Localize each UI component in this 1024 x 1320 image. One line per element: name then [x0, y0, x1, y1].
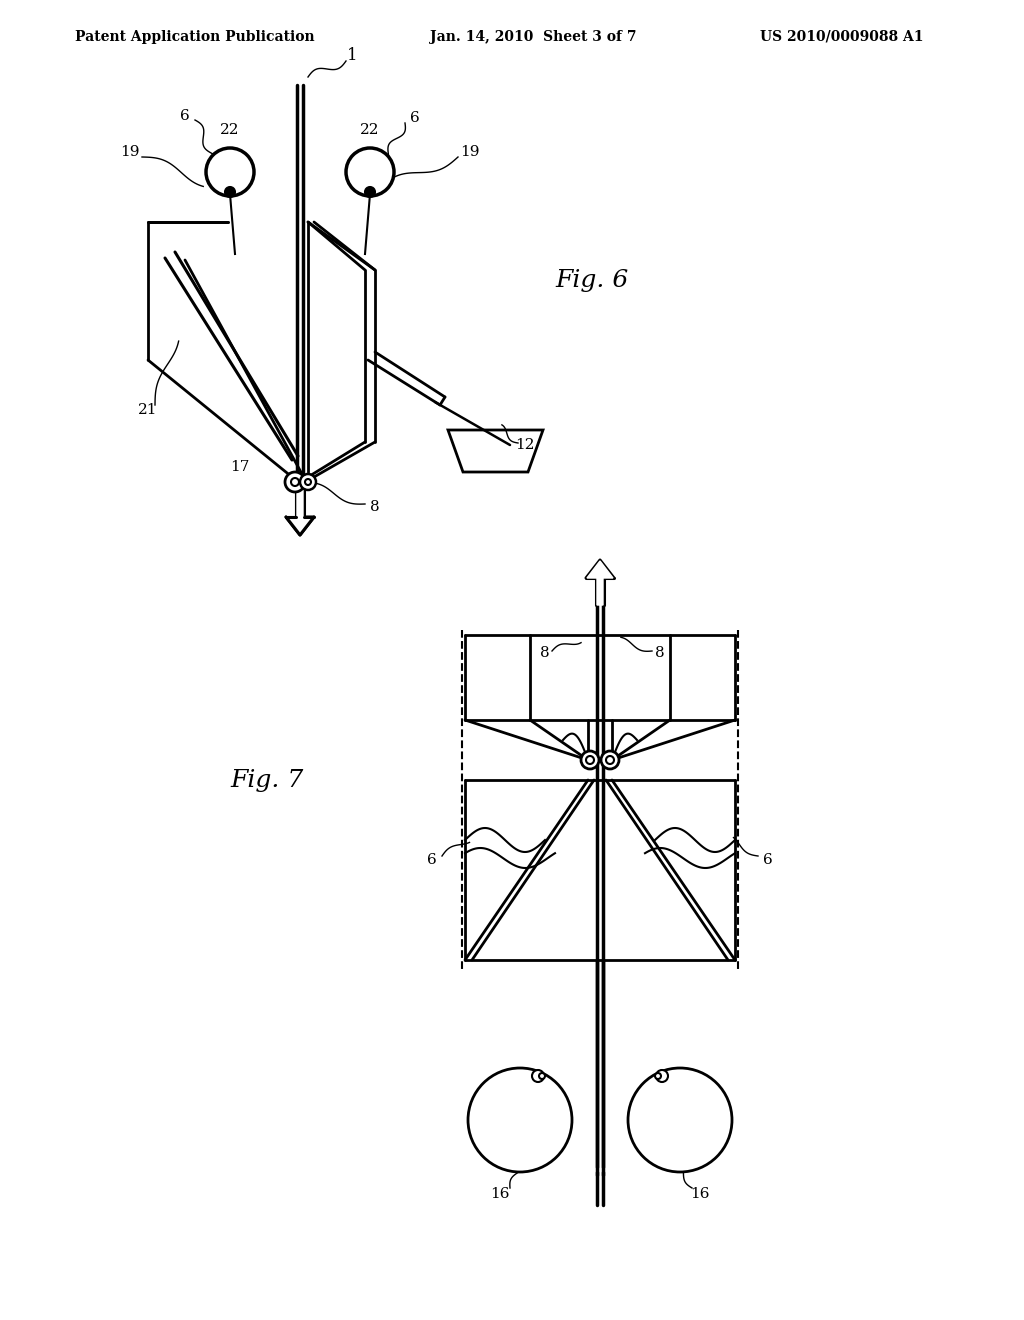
Circle shape [655, 1073, 662, 1078]
Text: 22: 22 [220, 123, 240, 137]
Circle shape [305, 479, 311, 484]
Text: 6: 6 [427, 853, 437, 867]
Circle shape [628, 1068, 732, 1172]
Circle shape [656, 1071, 668, 1082]
Circle shape [468, 1068, 572, 1172]
Text: 22: 22 [360, 123, 380, 137]
Text: Patent Application Publication: Patent Application Publication [75, 30, 314, 44]
Text: 17: 17 [230, 459, 250, 474]
Text: 6: 6 [411, 111, 420, 125]
Circle shape [539, 1073, 545, 1078]
Text: 16: 16 [690, 1187, 710, 1201]
Text: 8: 8 [371, 500, 380, 513]
Text: Fig. 7: Fig. 7 [230, 768, 303, 792]
Text: 12: 12 [515, 438, 535, 451]
Circle shape [601, 751, 618, 770]
Circle shape [300, 474, 316, 490]
Text: US 2010/0009088 A1: US 2010/0009088 A1 [760, 30, 924, 44]
Circle shape [606, 756, 614, 764]
Circle shape [586, 756, 594, 764]
Circle shape [365, 187, 375, 197]
Circle shape [225, 187, 234, 197]
Circle shape [346, 148, 394, 195]
Circle shape [581, 751, 599, 770]
Circle shape [285, 473, 305, 492]
Text: 16: 16 [490, 1187, 510, 1201]
Polygon shape [287, 487, 313, 535]
Text: 21: 21 [138, 403, 158, 417]
Text: 8: 8 [655, 645, 665, 660]
Text: Jan. 14, 2010  Sheet 3 of 7: Jan. 14, 2010 Sheet 3 of 7 [430, 30, 637, 44]
Text: 8: 8 [541, 645, 550, 660]
Text: 1: 1 [347, 46, 357, 63]
Text: 6: 6 [763, 853, 773, 867]
Text: Fig. 6: Fig. 6 [555, 268, 629, 292]
Circle shape [532, 1071, 544, 1082]
Circle shape [206, 148, 254, 195]
Polygon shape [587, 561, 613, 605]
Text: 19: 19 [120, 145, 139, 158]
Text: 19: 19 [460, 145, 480, 158]
Text: 6: 6 [180, 110, 189, 123]
Circle shape [291, 478, 299, 486]
